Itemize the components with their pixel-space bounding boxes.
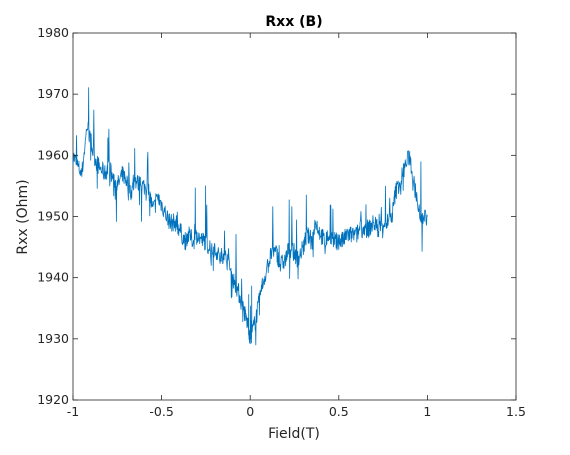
x-axis-label: Field(T) — [268, 426, 320, 442]
plot-box — [73, 33, 516, 400]
x-tick-label: 1 — [423, 404, 431, 419]
y-tick-label: 1960 — [37, 147, 69, 162]
y-tick-label: 1920 — [37, 392, 69, 407]
y-tick-label: 1980 — [37, 25, 69, 40]
plot-area — [73, 33, 516, 400]
y-tick-label: 1940 — [37, 270, 69, 285]
x-tick-label: 0 — [246, 404, 254, 419]
y-tick-label: 1950 — [37, 209, 69, 224]
y-tick-label: 1930 — [37, 331, 69, 346]
chart-title: Rxx (B) — [265, 14, 322, 30]
y-tick-label: 1970 — [37, 86, 69, 101]
x-tick-label: 0.5 — [329, 404, 349, 419]
y-axis-label: Rxx (Ohm) — [15, 179, 31, 254]
x-tick-label: 1.5 — [506, 404, 526, 419]
data-series-line — [73, 88, 427, 345]
x-tick-label: -0.5 — [149, 404, 173, 419]
axis-ticks: -1 -0.5 0 0.5 1 1.519201930194019501960197019… — [37, 25, 526, 419]
